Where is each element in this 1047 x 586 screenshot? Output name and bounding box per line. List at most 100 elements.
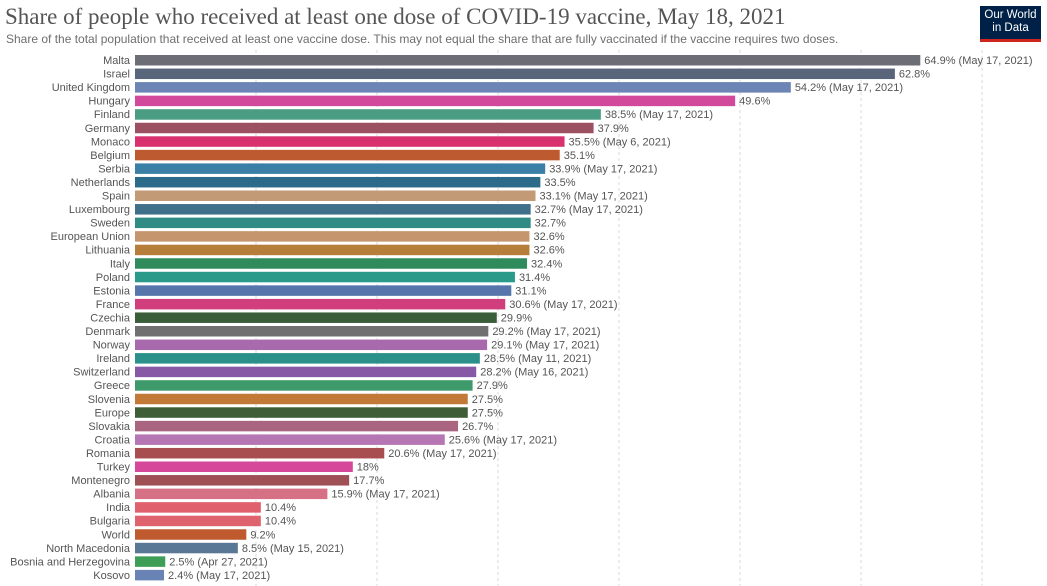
- owid-logo[interactable]: Our World in Data: [980, 6, 1041, 42]
- bar-18[interactable]: [135, 298, 506, 310]
- bar-8[interactable]: [135, 163, 546, 174]
- value-label-32: 15.9% (May 17, 2021): [331, 489, 439, 501]
- category-label-38: Kosovo: [93, 570, 130, 582]
- category-label-34: Bulgaria: [90, 516, 131, 528]
- bar-15[interactable]: [135, 258, 528, 269]
- bar-28[interactable]: [135, 434, 445, 445]
- value-label-18: 30.6% (May 17, 2021): [509, 299, 617, 311]
- category-label-12: Sweden: [90, 218, 130, 230]
- bar-17[interactable]: [135, 285, 512, 296]
- bar-31[interactable]: [135, 475, 350, 486]
- category-label-27: Slovakia: [88, 421, 130, 433]
- category-label-33: India: [106, 502, 131, 514]
- bar-10[interactable]: [135, 190, 536, 202]
- bar-13[interactable]: [135, 231, 530, 242]
- value-label-14: 32.6%: [533, 245, 564, 257]
- value-label-7: 35.1%: [564, 150, 595, 162]
- bar-14[interactable]: [135, 244, 530, 256]
- category-label-9: Netherlands: [71, 177, 131, 189]
- category-label-26: Europe: [95, 407, 130, 419]
- value-label-4: 38.5% (May 17, 2021): [605, 109, 713, 121]
- bar-32[interactable]: [135, 488, 328, 500]
- category-label-37: Bosnia and Herzegovina: [10, 556, 131, 568]
- category-label-17: Estonia: [93, 285, 131, 297]
- bar-2[interactable]: [135, 82, 791, 93]
- bar-16[interactable]: [135, 271, 515, 283]
- bar-19[interactable]: [135, 312, 497, 323]
- value-label-20: 29.2% (May 17, 2021): [492, 326, 600, 338]
- category-label-21: Norway: [93, 340, 131, 352]
- bar-33[interactable]: [135, 502, 261, 513]
- value-label-0: 64.9% (May 17, 2021): [924, 55, 1032, 67]
- value-label-11: 32.7% (May 17, 2021): [535, 204, 643, 216]
- bar-30[interactable]: [135, 461, 353, 473]
- value-label-2: 54.2% (May 17, 2021): [795, 82, 903, 94]
- value-label-37: 2.5% (Apr 27, 2021): [169, 556, 267, 568]
- chart-subtitle: Share of the total population that recei…: [6, 32, 839, 46]
- value-label-1: 62.8%: [899, 69, 930, 81]
- value-label-28: 25.6% (May 17, 2021): [449, 434, 557, 446]
- bar-0[interactable]: [135, 55, 921, 66]
- bar-34[interactable]: [135, 515, 261, 527]
- category-label-2: United Kingdom: [52, 82, 130, 94]
- value-label-30: 18%: [357, 462, 379, 474]
- value-labels: 64.9% (May 17, 2021) 62.8%54.2% (May 17, …: [168, 55, 1032, 582]
- value-label-17: 31.1%: [515, 285, 546, 297]
- value-label-19: 29.9%: [501, 312, 532, 324]
- bar-1[interactable]: [135, 68, 895, 80]
- bar-29[interactable]: [135, 447, 385, 459]
- value-label-5: 37.9%: [598, 123, 629, 135]
- bar-9[interactable]: [135, 176, 541, 188]
- bar-21[interactable]: [135, 339, 488, 351]
- category-label-19: Czechia: [90, 312, 131, 324]
- value-label-35: 9.2%: [250, 529, 275, 541]
- bar-12[interactable]: [135, 217, 531, 229]
- value-label-23: 28.2% (May 16, 2021): [480, 367, 588, 379]
- bar-24[interactable]: [135, 380, 473, 391]
- category-label-1: Israel: [103, 69, 130, 81]
- category-label-24: Greece: [94, 380, 130, 392]
- bar-36[interactable]: [135, 542, 238, 554]
- value-label-10: 33.1% (May 17, 2021): [540, 191, 648, 203]
- bar-26[interactable]: [135, 407, 468, 418]
- category-label-11: Luxembourg: [69, 204, 130, 216]
- category-label-15: Italy: [110, 258, 131, 270]
- category-label-8: Serbia: [98, 163, 131, 175]
- category-label-18: France: [96, 299, 130, 311]
- bar-27[interactable]: [135, 420, 459, 432]
- bar-3[interactable]: [135, 95, 736, 107]
- category-label-36: North Macedonia: [46, 543, 131, 555]
- category-label-16: Poland: [96, 272, 130, 284]
- category-label-22: Ireland: [96, 353, 130, 365]
- bar-5[interactable]: [135, 122, 594, 134]
- bar-11[interactable]: [135, 204, 531, 215]
- value-label-15: 32.4%: [531, 258, 562, 270]
- category-label-31: Montenegro: [71, 475, 130, 487]
- bar-20[interactable]: [135, 326, 489, 337]
- category-label-35: World: [101, 529, 130, 541]
- bar-6[interactable]: [135, 136, 565, 147]
- category-label-25: Slovenia: [88, 394, 131, 406]
- bar-37[interactable]: [135, 556, 166, 567]
- bar-23[interactable]: [135, 366, 477, 378]
- value-label-26: 27.5%: [472, 407, 503, 419]
- logo-line-1: Our World: [984, 9, 1037, 21]
- bar-22[interactable]: [135, 353, 480, 364]
- value-label-34: 10.4%: [265, 516, 296, 528]
- bar-4[interactable]: [135, 109, 601, 120]
- value-label-6: 35.5% (May 6, 2021): [569, 136, 671, 148]
- value-label-33: 10.4%: [265, 502, 296, 514]
- bar-38[interactable]: [135, 569, 165, 581]
- value-label-25: 27.5%: [472, 394, 503, 406]
- bar-7[interactable]: [135, 149, 560, 161]
- category-label-32: Albania: [93, 489, 131, 501]
- bars: [135, 55, 921, 581]
- value-label-3: 49.6%: [739, 96, 770, 108]
- category-label-28: Croatia: [95, 434, 131, 446]
- chart-title: Share of people who received at least on…: [5, 4, 786, 29]
- bar-35[interactable]: [135, 529, 247, 540]
- bar-25[interactable]: [135, 393, 468, 405]
- value-label-31: 17.7%: [353, 475, 384, 487]
